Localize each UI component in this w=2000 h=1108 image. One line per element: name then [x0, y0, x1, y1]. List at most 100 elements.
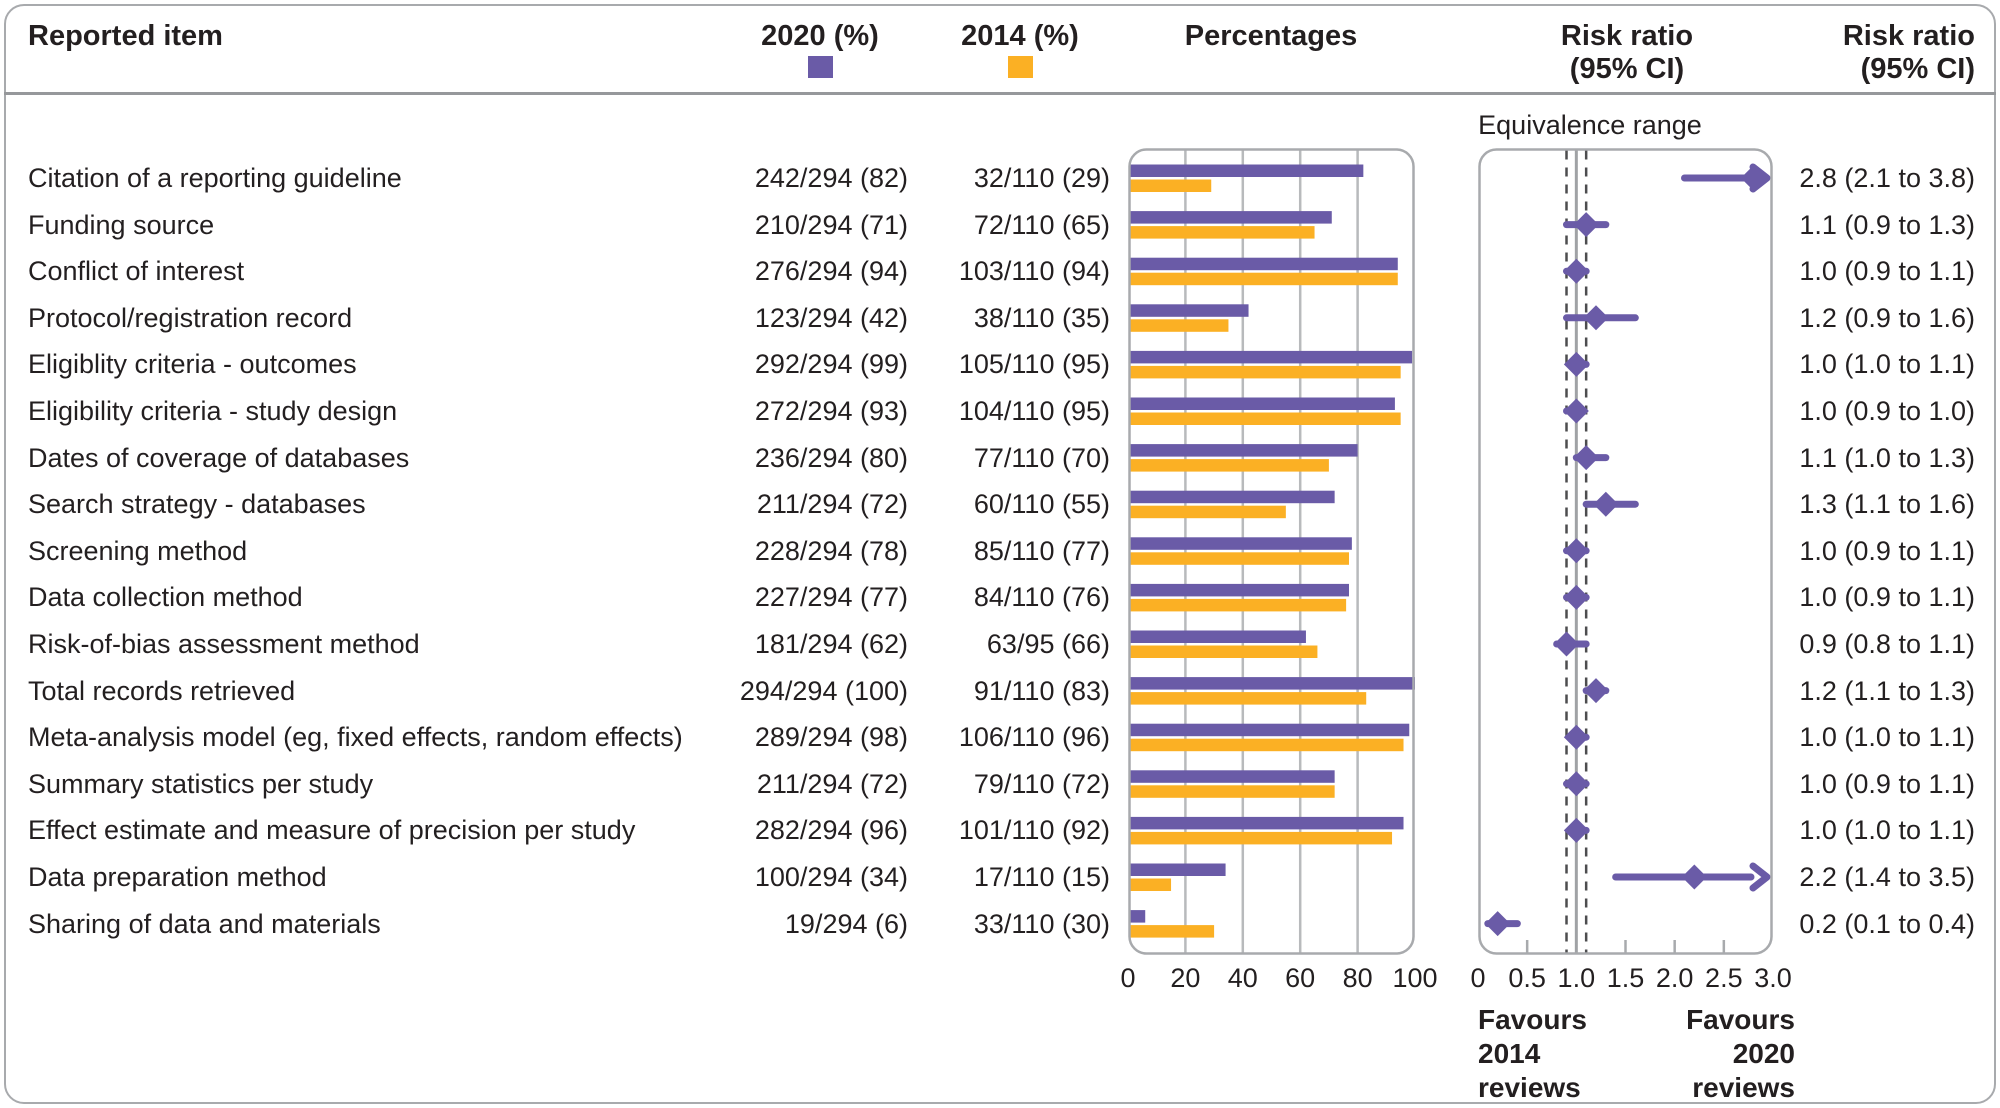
- bar-axis-tick-label: 80: [1342, 963, 1373, 993]
- legend-swatch-2014: [1008, 56, 1033, 78]
- bar-2014: [1129, 878, 1172, 891]
- row-label: Summary statistics per study: [28, 768, 374, 799]
- row-risk-ratio-text: 1.1 (0.9 to 1.3): [1799, 209, 1975, 240]
- row-value-2014: 33/110 (30): [973, 908, 1110, 939]
- row-value-2014: 17/110 (15): [973, 862, 1110, 892]
- bar-2020: [1129, 677, 1415, 690]
- bar-2020: [1129, 770, 1335, 783]
- rr-diamond: [1583, 678, 1609, 704]
- bar-2014: [1129, 831, 1393, 845]
- legend-swatch-2020: [808, 56, 833, 78]
- rr-diamond: [1563, 584, 1589, 610]
- row-risk-ratio-text: 1.0 (0.9 to 1.1): [1799, 256, 1975, 287]
- bar-axis-tick-label: 0: [1120, 963, 1136, 993]
- row-risk-ratio-text: 1.0 (0.9 to 1.1): [1799, 582, 1975, 613]
- rr-diamond: [1681, 864, 1707, 890]
- forest-axis-tick-label: 2.5: [1705, 963, 1743, 993]
- row-value-2020: 294/294 (100): [739, 675, 908, 706]
- bar-2014: [1129, 925, 1215, 938]
- bar-2020: [1129, 304, 1249, 317]
- bar-2020: [1129, 630, 1306, 643]
- row-label: Effect estimate and measure of precision…: [28, 815, 636, 846]
- row-value-2020: 227/294 (77): [754, 582, 908, 613]
- header-divider: [4, 92, 1996, 95]
- column-header-2014: 2014 (%): [961, 20, 1079, 52]
- bar-2020: [1129, 490, 1335, 504]
- row-label: Protocol/registration record: [28, 302, 353, 333]
- row-value-2020: 211/294 (72): [756, 768, 908, 799]
- bar-2014: [1129, 226, 1315, 239]
- row-label: Citation of a reporting guideline: [28, 163, 402, 193]
- row-value-2014: 104/110 (95): [958, 396, 1110, 426]
- row-value-2014: 79/110 (72): [973, 768, 1110, 799]
- row-risk-ratio-text: 1.3 (1.1 to 1.6): [1799, 489, 1975, 520]
- risk-ratio-forest-plot: [1478, 148, 1773, 955]
- bar-axis-tick-label: 20: [1170, 963, 1201, 993]
- row-value-2014: 77/110 (70): [973, 442, 1110, 473]
- row-value-2014: 85/110 (77): [973, 535, 1110, 566]
- bar-axis-tick-label: 60: [1285, 963, 1316, 993]
- row-value-2020: 181/294 (62): [754, 629, 908, 659]
- row-value-2014: 105/110 (95): [958, 349, 1110, 380]
- row-value-2014: 91/110 (83): [973, 675, 1110, 706]
- row-label: Funding source: [28, 209, 215, 240]
- bar-2020: [1129, 723, 1410, 737]
- row-risk-ratio-text: 1.0 (1.0 to 1.1): [1799, 815, 1975, 846]
- row-label: Total records retrieved: [28, 675, 296, 706]
- row-label: Conflict of interest: [28, 256, 245, 287]
- bar-panel-border: [1128, 148, 1415, 955]
- row-value-2020: 242/294 (82): [754, 163, 908, 193]
- bar-2020: [1129, 583, 1349, 597]
- rr-diamond: [1593, 491, 1619, 517]
- row-value-2020: 282/294 (96): [754, 815, 908, 846]
- bar-axis-tick-label: 40: [1227, 963, 1258, 993]
- column-header-risk-ratio-plot: Risk ratio (95% CI): [1560, 20, 1694, 85]
- row-value-2020: 100/294 (34): [754, 862, 908, 892]
- bar-2014: [1129, 459, 1329, 472]
- bar-2020: [1129, 211, 1332, 224]
- row-value-2020: 292/294 (99): [754, 349, 908, 380]
- rr-diamond: [1563, 817, 1589, 843]
- row-value-2014: 84/110 (76): [973, 582, 1110, 613]
- rr-diamond: [1573, 212, 1599, 238]
- bar-2020: [1129, 257, 1398, 271]
- bar-2020: [1129, 863, 1226, 876]
- row-value-2014: 101/110 (92): [958, 815, 1110, 846]
- forest-axis-tick-label: 2.0: [1655, 963, 1694, 993]
- bar-2014: [1129, 645, 1318, 658]
- row-value-2014: 32/110 (29): [973, 163, 1110, 193]
- column-header-2020: 2020 (%): [761, 20, 879, 52]
- rr-diamond: [1563, 398, 1589, 424]
- rr-diamond: [1563, 538, 1589, 564]
- bar-2020: [1129, 537, 1352, 550]
- row-risk-ratio-text: 0.2 (0.1 to 0.4): [1799, 908, 1975, 939]
- bar-2014: [1129, 505, 1286, 519]
- rr-diamond: [1740, 165, 1766, 191]
- row-value-2014: 72/110 (65): [973, 209, 1110, 240]
- row-label: Screening method: [28, 535, 248, 566]
- row-label: Risk-of-bias assessment method: [28, 629, 420, 659]
- bar-2014: [1129, 319, 1229, 332]
- bar-2020: [1129, 350, 1413, 364]
- row-value-2014: 63/95 (66): [986, 629, 1110, 659]
- rr-diamond: [1554, 631, 1579, 657]
- ci-arrow-icon: [1749, 862, 1771, 892]
- rr-diamond: [1563, 351, 1589, 377]
- row-label: Meta-analysis model (eg, fixed effects, …: [28, 722, 683, 753]
- row-risk-ratio-text: 0.9 (0.8 to 1.1): [1799, 629, 1975, 659]
- row-value-2020: 123/294 (42): [754, 302, 908, 333]
- row-value-2020: 211/294 (72): [756, 489, 908, 520]
- bar-2014: [1129, 365, 1401, 379]
- column-header-percentages: Percentages: [1184, 20, 1358, 52]
- forest-axis-tick-label: 1.0: [1557, 963, 1596, 993]
- forest-axis-tick-label: 0.5: [1508, 963, 1546, 993]
- forest-panel-border: [1478, 148, 1773, 955]
- row-label: Data preparation method: [28, 862, 327, 892]
- equivalence-range-label: Equivalence range: [1478, 110, 1702, 140]
- row-label: Sharing of data and materials: [28, 908, 381, 939]
- row-risk-ratio-text: 1.0 (1.0 to 1.1): [1799, 722, 1975, 753]
- rr-diamond: [1485, 911, 1511, 937]
- row-risk-ratio-text: 1.0 (0.9 to 1.0): [1799, 396, 1975, 426]
- row-value-2020: 19/294 (6): [784, 908, 908, 939]
- column-header-reported-item: Reported item: [28, 20, 223, 52]
